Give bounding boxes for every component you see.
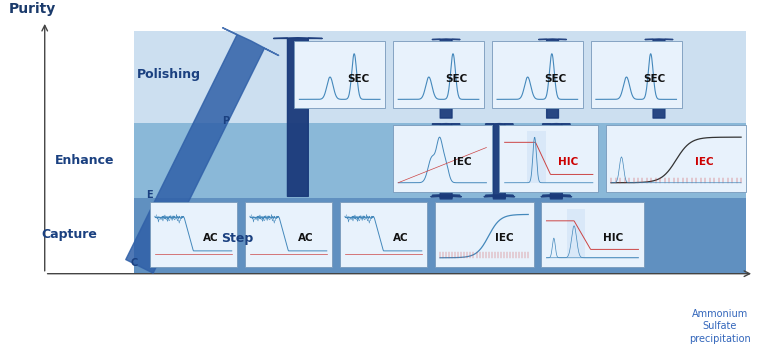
Bar (606, 125, 746, 192)
Text: SEC: SEC (545, 74, 567, 84)
Bar (340, 202, 427, 266)
Bar (134, 123, 746, 198)
Bar (499, 125, 598, 192)
Bar (134, 198, 746, 274)
Bar (134, 31, 746, 123)
Bar (526, 131, 546, 183)
Text: Purity: Purity (9, 2, 56, 16)
Text: IEC: IEC (494, 233, 513, 243)
Text: Step: Step (221, 232, 253, 245)
Text: Polishing: Polishing (137, 68, 201, 81)
Bar (567, 209, 585, 258)
Bar (435, 202, 533, 266)
Text: Ammonium
Sulfate
precipitation: Ammonium Sulfate precipitation (689, 309, 751, 344)
Text: SEC: SEC (347, 74, 369, 84)
Text: SEC: SEC (446, 74, 468, 84)
Bar (591, 41, 682, 108)
Text: P: P (222, 116, 229, 126)
Bar (150, 202, 237, 266)
Bar (393, 125, 491, 192)
Bar (491, 41, 583, 108)
Text: SEC: SEC (643, 74, 665, 84)
Text: Enhance: Enhance (55, 154, 114, 167)
Bar (393, 41, 485, 108)
Text: Capture: Capture (42, 228, 98, 242)
Text: AC: AC (203, 233, 219, 243)
Text: HIC: HIC (559, 157, 578, 167)
Text: E: E (146, 190, 153, 200)
Bar (294, 41, 385, 108)
Text: AC: AC (393, 233, 409, 243)
Text: AC: AC (298, 233, 314, 243)
Text: C: C (130, 258, 138, 268)
Text: IEC: IEC (452, 157, 472, 167)
Bar (245, 202, 332, 266)
Bar (541, 202, 644, 266)
Text: HIC: HIC (603, 233, 623, 243)
Text: IEC: IEC (695, 157, 713, 167)
